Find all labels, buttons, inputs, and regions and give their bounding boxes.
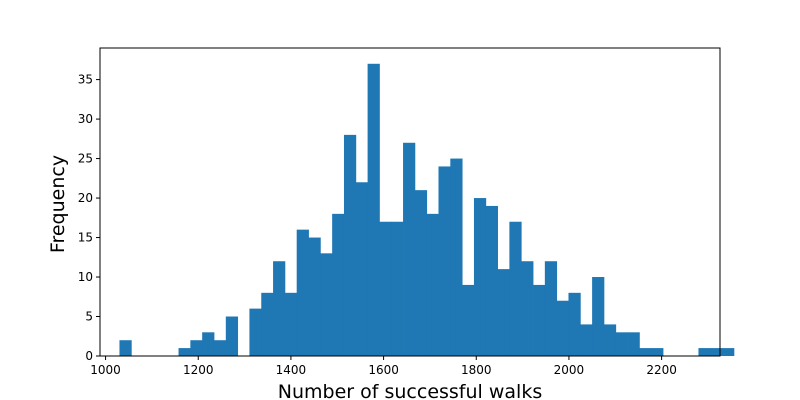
histogram-bar	[332, 213, 345, 356]
histogram-bar	[509, 221, 522, 356]
y-tick-label: 5	[85, 310, 93, 324]
histogram-bar	[379, 221, 392, 356]
histogram-bar	[485, 205, 498, 356]
histogram-bar	[568, 292, 581, 356]
y-axis-title: Frequency	[47, 155, 69, 253]
histogram-bar	[627, 332, 640, 356]
y-tick-label: 10	[78, 270, 93, 284]
x-tick-label: 1200	[183, 363, 214, 377]
x-axis-title: Number of successful walks	[278, 381, 542, 400]
y-axis-ticks: 0 5 10 15 20 25 30 35	[78, 73, 100, 363]
histogram-bar	[722, 348, 735, 356]
histogram-bar	[556, 300, 569, 356]
bars-group	[119, 63, 735, 356]
histogram-bar	[651, 348, 664, 356]
y-tick-label: 0	[85, 349, 93, 363]
histogram-bar	[403, 142, 416, 356]
histogram-bar	[592, 277, 605, 356]
histogram-bar	[497, 269, 510, 356]
y-tick-label: 30	[78, 112, 93, 126]
y-tick-label: 25	[78, 152, 93, 166]
y-tick-label: 20	[78, 191, 93, 205]
histogram-bar	[308, 237, 321, 356]
x-tick-label: 1400	[276, 363, 307, 377]
histogram-bar	[580, 324, 593, 356]
histogram-bar	[284, 292, 298, 356]
histogram-bar	[414, 190, 428, 356]
histogram-bar	[355, 182, 368, 356]
histogram-bar	[473, 198, 487, 356]
histogram-bar	[426, 213, 439, 356]
histogram-bar	[698, 348, 711, 356]
histogram-bar	[391, 221, 404, 356]
histogram-bar	[249, 308, 262, 356]
x-tick-label: 1600	[368, 363, 399, 377]
histogram-bar	[639, 348, 652, 356]
histogram-bar	[261, 292, 274, 356]
histogram-bar	[213, 340, 227, 356]
x-tick-label: 2200	[646, 363, 677, 377]
histogram-bar	[273, 261, 286, 356]
x-tick-label: 1000	[90, 363, 121, 377]
y-tick-label: 35	[78, 73, 93, 87]
histogram-bar	[190, 340, 203, 356]
plot-frame	[99, 47, 721, 357]
histogram-bar	[320, 253, 333, 356]
histogram-bar	[178, 348, 191, 356]
histogram-bar	[202, 332, 215, 356]
x-tick-label: 2000	[554, 363, 585, 377]
histogram-bar	[367, 63, 380, 356]
histogram-bar	[544, 261, 558, 356]
x-axis-ticks: 1000 1200 1400 1600 1800 2000 2200	[90, 356, 677, 377]
histogram-bar	[462, 284, 475, 356]
histogram-bar	[533, 284, 546, 356]
histogram-bar	[603, 324, 617, 356]
histogram-bar	[119, 340, 132, 356]
histogram-bar	[225, 316, 239, 356]
histogram-bar	[343, 134, 357, 356]
histogram-bar	[450, 158, 463, 356]
histogram-bar	[521, 261, 534, 356]
y-tick-label: 15	[78, 231, 93, 245]
histogram-bar	[710, 348, 723, 356]
histogram-bar	[438, 166, 451, 356]
x-tick-label: 1800	[461, 363, 492, 377]
histogram-bar	[296, 229, 309, 356]
histogram-bar	[615, 332, 628, 356]
